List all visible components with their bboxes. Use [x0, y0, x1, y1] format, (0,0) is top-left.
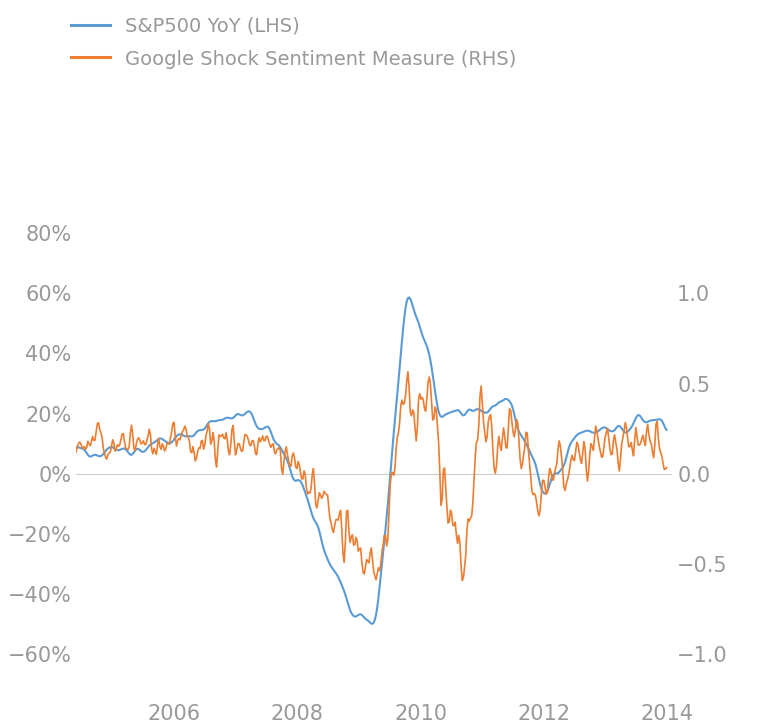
- Legend: S&P500 YoY (LHS), Google Shock Sentiment Measure (RHS): S&P500 YoY (LHS), Google Shock Sentiment…: [71, 17, 516, 68]
